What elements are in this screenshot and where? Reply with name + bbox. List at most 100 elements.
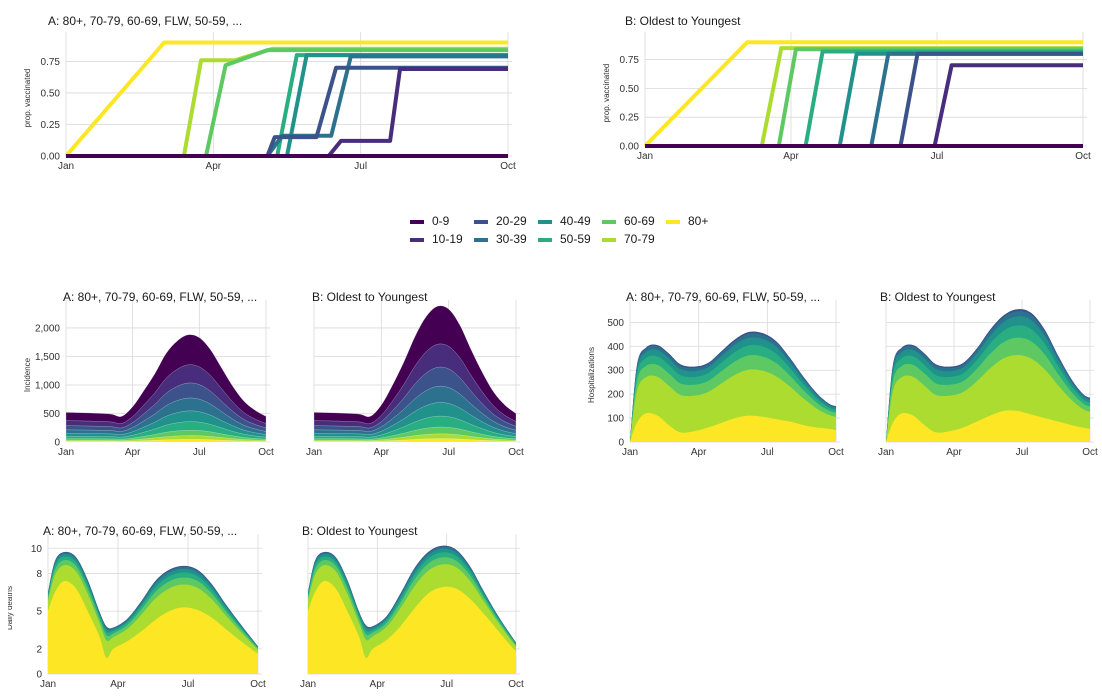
chart-title: B: Oldest to Youngest — [625, 14, 741, 28]
series-line-40-49 — [645, 51, 1083, 148]
y-axis-label: prop. vaccinated — [23, 69, 32, 128]
x-tick-label: Jan — [58, 447, 74, 458]
x-tick-label: Oct — [500, 161, 516, 172]
chart-vac-b: B: Oldest to Youngest Jan Apr Jul Oct 0.00 0.… — [575, 10, 1095, 190]
x-tick-label: Jan — [622, 447, 638, 458]
y-tick-label: 0 — [618, 438, 624, 449]
legend-label: 80+ — [688, 214, 709, 228]
legend-label: 30-39 — [496, 232, 527, 246]
x-tick-label: Apr — [691, 447, 707, 458]
legend-swatch — [410, 238, 424, 242]
x-tick-label: Jul — [354, 161, 367, 172]
y-tick-label: 0.75 — [41, 57, 61, 68]
legend-swatch — [474, 238, 488, 242]
x-tick-label: Oct — [508, 447, 524, 458]
x-tick-label: Apr — [783, 151, 799, 162]
chart-inc-a: A: 80+, 70-79, 60-69, FLW, 50-59, ... Ja… — [8, 288, 278, 463]
y-tick-label: 200 — [607, 390, 624, 401]
chart-title: B: Oldest to Youngest — [302, 524, 418, 538]
area-band-80+ — [886, 410, 1090, 442]
x-tick-label: Apr — [370, 679, 386, 690]
y-axis-label: Daily deaths — [8, 586, 14, 630]
x-tick-label: Oct — [258, 447, 274, 458]
y-tick-label: 0.50 — [41, 88, 61, 99]
x-tick-label: Oct — [250, 679, 266, 690]
x-tick-label: Apr — [374, 447, 390, 458]
chart-title: A: 80+, 70-79, 60-69, FLW, 50-59, ... — [626, 290, 821, 304]
chart-title: B: Oldest to Youngest — [312, 290, 428, 304]
x-tick-label: Jul — [931, 151, 944, 162]
chart-svg: Jan Apr Jul Oct — [300, 534, 524, 690]
x-tick-label: Jul — [193, 447, 206, 458]
area-band-80+ — [308, 580, 516, 674]
legend-label: 70-79 — [624, 232, 655, 246]
series-line-70-79 — [645, 46, 1083, 148]
x-tick-label: Apr — [110, 679, 126, 690]
chart-title: A: 80+, 70-79, 60-69, FLW, 50-59, ... — [48, 14, 243, 28]
x-tick-label: Oct — [1075, 151, 1091, 162]
x-tick-label: Jul — [182, 679, 195, 690]
x-tick-label: Jan — [58, 161, 74, 172]
y-tick-label: 5 — [36, 607, 42, 618]
x-tick-label: Jan — [878, 447, 894, 458]
chart-svg: Jan Apr Jul Oct 0.00 0.25 0.50 0.75 prop. vaccin… — [602, 32, 1091, 162]
y-tick-label: 0 — [54, 438, 60, 449]
chart-title: A: 80+, 70-79, 60-69, FLW, 50-59, ... — [43, 524, 238, 538]
x-tick-label: Jul — [1016, 447, 1029, 458]
y-tick-label: 0.50 — [620, 84, 640, 95]
chart-title: B: Oldest to Youngest — [880, 290, 996, 304]
y-tick-label: 1,500 — [35, 352, 60, 363]
y-tick-label: 1,000 — [35, 380, 60, 391]
area-band-80+ — [48, 580, 258, 674]
chart-svg: Jan Apr Jul Oct 0 2 5 8 10 Daily deaths — [5, 534, 266, 690]
y-tick-label: 2,000 — [35, 323, 60, 334]
chart-svg: Jan Apr Jul Oct 0 100 200 300 400 500 Hospitalizat… — [587, 300, 844, 458]
series-line-20-29 — [645, 51, 1083, 148]
x-tick-label: Jul — [442, 447, 455, 458]
legend-swatch — [538, 220, 552, 224]
x-tick-label: Jan — [306, 447, 322, 458]
legend-swatch — [474, 220, 488, 224]
chart-hosp-a: A: 80+, 70-79, 60-69, FLW, 50-59, ... Ja… — [582, 288, 852, 463]
x-tick-label: Apr — [206, 161, 222, 172]
y-tick-label: 0.00 — [620, 142, 640, 153]
y-tick-label: 400 — [607, 342, 624, 353]
chart-svg: Jan Apr Jul Oct — [306, 300, 524, 458]
chart-svg: Jan Apr Jul Oct — [878, 300, 1098, 458]
legend-swatch — [602, 220, 616, 224]
y-tick-label: 500 — [607, 318, 624, 329]
chart-title: A: 80+, 70-79, 60-69, FLW, 50-59, ... — [63, 290, 258, 304]
legend-swatch — [602, 238, 616, 242]
legend-label: 50-59 — [560, 232, 591, 246]
y-tick-label: 0 — [36, 670, 42, 681]
legend-label: 0-9 — [432, 214, 450, 228]
chart-svg: Jan Apr Jul Oct 0.00 0.25 0.50 0.75 prop. vaccin… — [23, 32, 516, 172]
y-axis-label: prop. vaccinated — [602, 64, 611, 123]
y-axis-label: Incidence — [23, 357, 32, 392]
legend-label: 40-49 — [560, 214, 591, 228]
legend-swatch — [538, 238, 552, 242]
series-line-80+ — [643, 40, 1083, 148]
legend: 0-9 10-19 20-29 30-39 40-49 50-59 60-69 70-79 80… — [410, 214, 730, 250]
area-band-80+ — [630, 412, 836, 442]
chart-hosp-b: B: Oldest to Youngest Jan Apr Jul Oct — [872, 288, 1100, 463]
x-tick-label: Oct — [828, 447, 844, 458]
legend-swatch — [666, 220, 680, 224]
area-band-80+ — [313, 438, 517, 443]
x-tick-label: Oct — [1082, 447, 1098, 458]
x-tick-label: Jul — [440, 679, 453, 690]
x-tick-label: Oct — [508, 679, 524, 690]
x-tick-label: Jul — [761, 447, 774, 458]
y-tick-label: 0.75 — [620, 55, 640, 66]
y-tick-label: 0.25 — [620, 113, 640, 124]
y-tick-label: 8 — [36, 569, 42, 580]
series-line-30-39 — [645, 51, 1083, 148]
x-tick-label: Jan — [637, 151, 653, 162]
x-tick-label: Jan — [40, 679, 56, 690]
legend-label: 20-29 — [496, 214, 527, 228]
y-tick-label: 100 — [607, 414, 624, 425]
legend-label: 10-19 — [432, 232, 463, 246]
y-axis-label: Hospitalizations — [587, 347, 596, 403]
chart-vac-a: A: 80+, 70-79, 60-69, FLW, 50-59, ... Ja… — [8, 10, 520, 190]
chart-inc-b: B: Oldest to Youngest Jan Apr Jul Oct — [300, 288, 525, 463]
